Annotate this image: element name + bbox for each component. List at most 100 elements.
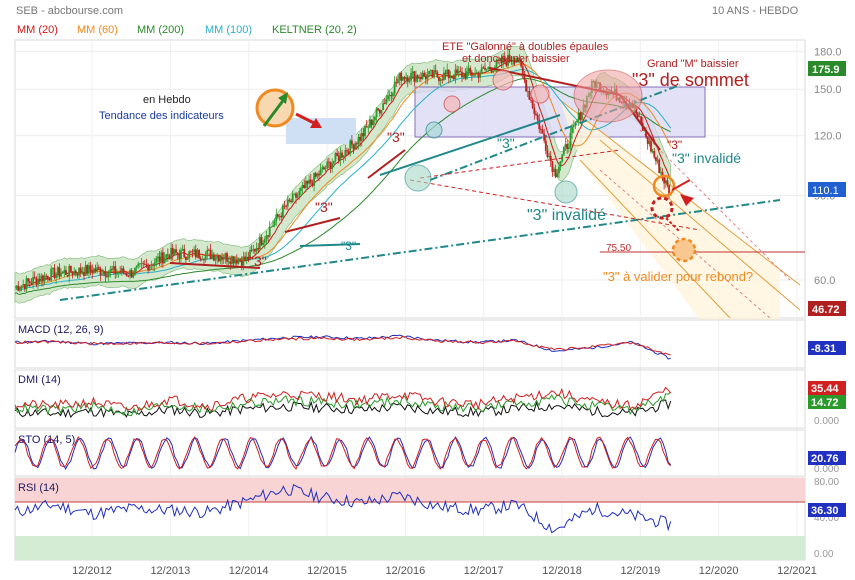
down-arrow-icon xyxy=(310,118,322,128)
candle-body xyxy=(181,249,184,251)
candle-body xyxy=(421,72,424,80)
candle-body xyxy=(102,271,105,275)
candle-body xyxy=(477,72,480,78)
candle-body xyxy=(99,268,102,276)
candle-body xyxy=(536,115,539,120)
candle-body xyxy=(96,267,99,272)
hebdo-label: en Hebdo xyxy=(143,94,191,106)
candle-body xyxy=(372,120,375,126)
candle-body xyxy=(188,251,191,259)
candle-body xyxy=(485,68,488,70)
candle-body xyxy=(423,72,426,76)
candle-body xyxy=(574,122,577,125)
candle-body xyxy=(209,249,212,259)
candle-body xyxy=(212,254,215,261)
candle-body xyxy=(454,69,457,80)
channel-line-upper xyxy=(429,84,681,181)
candle-body xyxy=(23,284,26,289)
candle-body xyxy=(55,273,57,278)
sto-value-box xyxy=(808,451,846,465)
candle-body xyxy=(354,143,357,150)
candle-body xyxy=(324,168,327,170)
candle-body xyxy=(249,249,251,260)
sommet-label: "3" de sommet xyxy=(632,70,749,90)
candle-body xyxy=(484,67,486,70)
candle-body xyxy=(502,57,504,64)
candle-body xyxy=(138,263,141,265)
candle-body xyxy=(482,67,485,69)
candle-body xyxy=(306,180,309,184)
candle-body xyxy=(69,265,72,273)
dmi-title: DMI (14) xyxy=(18,374,61,386)
rsi-value-box xyxy=(808,503,846,517)
candle-body xyxy=(311,182,314,186)
sto-line xyxy=(14,435,672,470)
candle-body xyxy=(318,173,320,176)
candle-body xyxy=(221,257,223,260)
candle-body xyxy=(73,270,76,275)
candle-body xyxy=(148,265,151,271)
candle-body xyxy=(495,59,498,68)
indicator-panels: MACD (12, 26, 9) 0.000 -8.31 DMI (14) 0.000 3… xyxy=(14,319,846,561)
candle-body xyxy=(336,153,338,156)
candle-body xyxy=(316,173,319,177)
candle-body xyxy=(668,185,670,196)
candle-body xyxy=(401,76,404,81)
candle-body xyxy=(298,190,301,196)
candle-body xyxy=(143,263,146,265)
candle-body xyxy=(122,268,125,274)
three-label-c: "3" xyxy=(387,129,405,145)
dmi-value-box xyxy=(808,381,846,395)
candle-body xyxy=(135,265,138,268)
candle-body xyxy=(270,226,273,228)
candle-body xyxy=(651,151,654,152)
candle-body xyxy=(74,270,77,274)
candle-body xyxy=(459,70,462,72)
candle-body xyxy=(576,120,578,123)
candle-body xyxy=(510,60,513,62)
up-arrow-shaft xyxy=(262,97,287,127)
candle-body xyxy=(115,272,118,275)
candle-body xyxy=(479,73,481,78)
legend-mm200: MM (200) xyxy=(137,24,184,36)
three-label-f: "3" xyxy=(667,138,682,152)
grand-m-label: Grand "M" baissier xyxy=(647,58,739,70)
candle-body xyxy=(295,193,297,198)
candle-body xyxy=(162,252,164,264)
candle-body xyxy=(38,278,41,282)
ete-label-2: et donc super baissier xyxy=(462,53,570,65)
top-segment-3 xyxy=(367,149,406,179)
candle-body xyxy=(331,163,334,170)
dmi-frame xyxy=(14,369,806,429)
candle-body xyxy=(447,69,450,78)
candle-body xyxy=(418,77,421,79)
candle-body xyxy=(219,257,222,262)
candle-body xyxy=(196,249,199,258)
candle-body xyxy=(56,267,59,274)
ete-zone xyxy=(414,86,706,138)
candle-body xyxy=(566,144,569,150)
candle-body xyxy=(332,160,335,164)
candle-body xyxy=(158,256,161,262)
candle-body xyxy=(393,82,396,94)
macd-line xyxy=(14,336,671,356)
candle-body xyxy=(405,77,408,80)
down-arrow-shaft xyxy=(295,112,317,126)
orange-circle xyxy=(652,174,676,198)
candle-body xyxy=(464,73,467,79)
last-price-label: 175.9 xyxy=(812,64,840,76)
candle-body xyxy=(86,265,89,274)
x-tick-label: 12/2020 xyxy=(699,565,739,577)
arrow-red-2 xyxy=(665,217,681,233)
sto-title: STO (14, 5) xyxy=(18,434,75,446)
candle-body xyxy=(130,270,133,278)
arrow-red-1 xyxy=(671,179,691,191)
candle-body xyxy=(42,275,44,282)
candle-body xyxy=(398,72,401,80)
candle-body xyxy=(392,93,394,97)
candle-body xyxy=(288,199,291,201)
candle-body xyxy=(434,70,437,73)
candle-body xyxy=(666,180,669,186)
dmi-value-label: 35.44 xyxy=(811,383,839,395)
candle-body xyxy=(258,237,261,250)
